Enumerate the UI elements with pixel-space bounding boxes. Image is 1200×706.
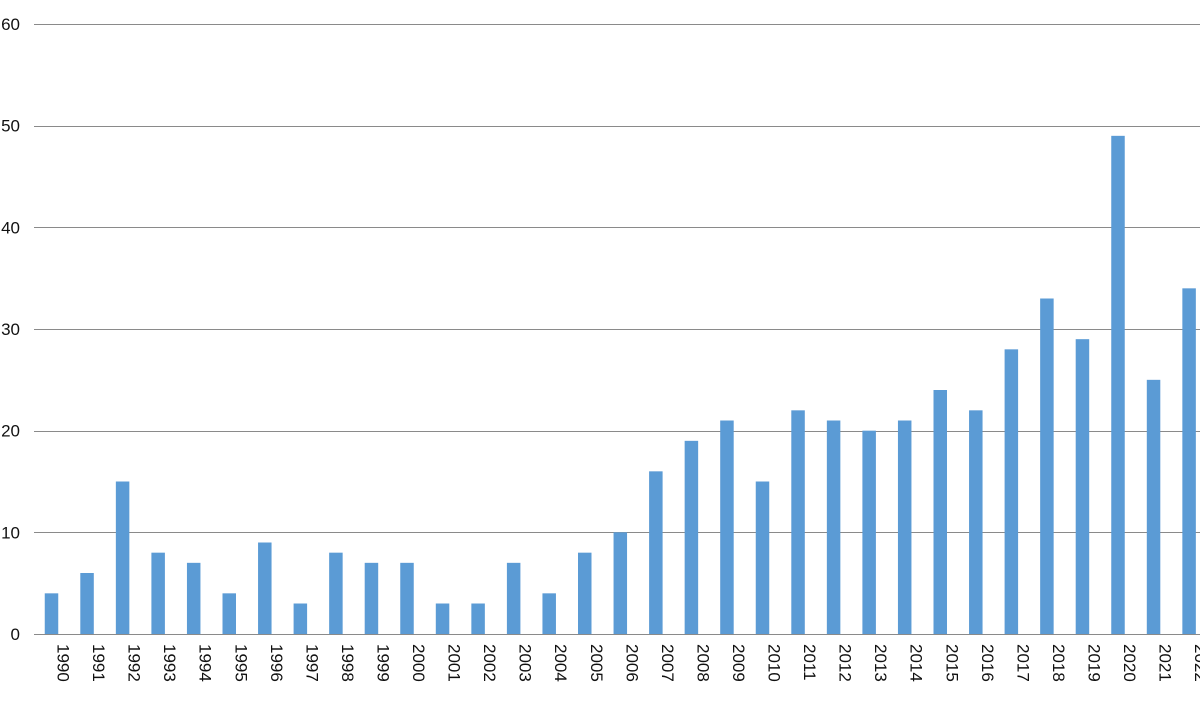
x-tick-label: 2019	[1084, 644, 1103, 682]
bar-2019	[1075, 339, 1090, 634]
x-tick-label: 2021	[1156, 644, 1175, 682]
bar-2006	[613, 532, 628, 634]
x-tick-label: 2018	[1049, 644, 1068, 682]
bar-1997	[293, 603, 308, 634]
bar-2020	[1111, 135, 1125, 635]
x-tick-label: 1997	[302, 644, 321, 682]
x-tick-label: 2005	[587, 644, 606, 682]
bar-2014	[897, 420, 912, 634]
x-tick-label: 2007	[658, 644, 677, 682]
y-tick-label: 30	[1, 320, 20, 339]
bar-2009	[720, 420, 734, 634]
x-tick-label: 2016	[978, 644, 997, 682]
bar-2017	[1004, 349, 1019, 634]
bar-2021	[1146, 379, 1161, 634]
x-tick-label: 2009	[729, 644, 748, 682]
x-tick-label: 2008	[693, 644, 712, 682]
y-tick-label: 40	[1, 218, 20, 237]
x-tick-label: 2013	[871, 644, 890, 682]
x-tick-label: 2020	[1120, 644, 1139, 682]
x-tick-label: 1999	[373, 644, 392, 682]
bar-2011	[791, 410, 805, 634]
x-tick-label: 2014	[907, 644, 926, 682]
y-tick-label: 10	[1, 523, 20, 542]
x-tick-label: 2006	[622, 644, 641, 682]
bar-1998	[329, 552, 343, 634]
bar-2022	[1182, 288, 1196, 634]
y-axis-ticks: 0 10 20 30 40 50 60	[1, 15, 20, 644]
bar-2002	[471, 603, 485, 634]
bar-2008	[684, 440, 699, 634]
x-tick-label: 1994	[196, 644, 215, 682]
bar-1999	[364, 562, 379, 634]
bar-2010	[755, 481, 770, 634]
x-tick-label: 1996	[267, 644, 286, 682]
y-tick-label: 50	[1, 117, 20, 136]
x-tick-label: 2010	[765, 644, 784, 682]
bar-2007	[649, 471, 663, 634]
x-axis-ticks: 1990 1991 1992 1993 1994 1995 1996 1997 1998 1999…	[54, 644, 1200, 682]
y-tick-label: 20	[1, 422, 20, 441]
bar-1996	[258, 542, 272, 634]
x-tick-label: 2022	[1191, 644, 1200, 682]
x-tick-label: 2001	[445, 644, 464, 682]
x-tick-label: 1993	[160, 644, 179, 682]
x-tick-label: 2012	[836, 644, 855, 682]
x-tick-label: 2011	[800, 644, 819, 681]
x-tick-label: 1992	[125, 644, 144, 682]
bar-1990	[44, 593, 59, 634]
bar-2015	[933, 390, 947, 634]
bar-2003	[506, 562, 521, 634]
x-tick-label: 2017	[1013, 644, 1032, 682]
bar-1993	[151, 552, 165, 634]
x-tick-label: 1995	[231, 644, 250, 682]
bar-2005	[578, 552, 592, 634]
bar-2000	[400, 562, 414, 634]
bar-1995	[222, 593, 236, 634]
bar-2001	[435, 603, 450, 634]
bar-1994	[186, 562, 201, 634]
gridlines	[34, 24, 1200, 533]
bar-1992	[115, 481, 130, 634]
x-tick-label: 2003	[516, 644, 535, 682]
x-tick-label: 2004	[551, 644, 570, 682]
bars	[44, 135, 1196, 635]
bar-2016	[969, 410, 983, 634]
bar-2018	[1040, 298, 1054, 634]
x-tick-label: 2015	[942, 644, 961, 682]
x-tick-label: 1990	[54, 644, 73, 682]
bar-2004	[542, 593, 556, 634]
bar-1991	[80, 573, 94, 634]
x-tick-label: 2000	[409, 644, 428, 682]
y-tick-label: 60	[1, 15, 20, 34]
x-tick-label: 1998	[338, 644, 357, 682]
x-tick-label: 2002	[480, 644, 499, 682]
x-tick-label: 1991	[89, 644, 108, 682]
bar-2012	[826, 420, 841, 634]
bar-2013	[862, 430, 876, 634]
y-tick-label: 0	[11, 625, 20, 644]
